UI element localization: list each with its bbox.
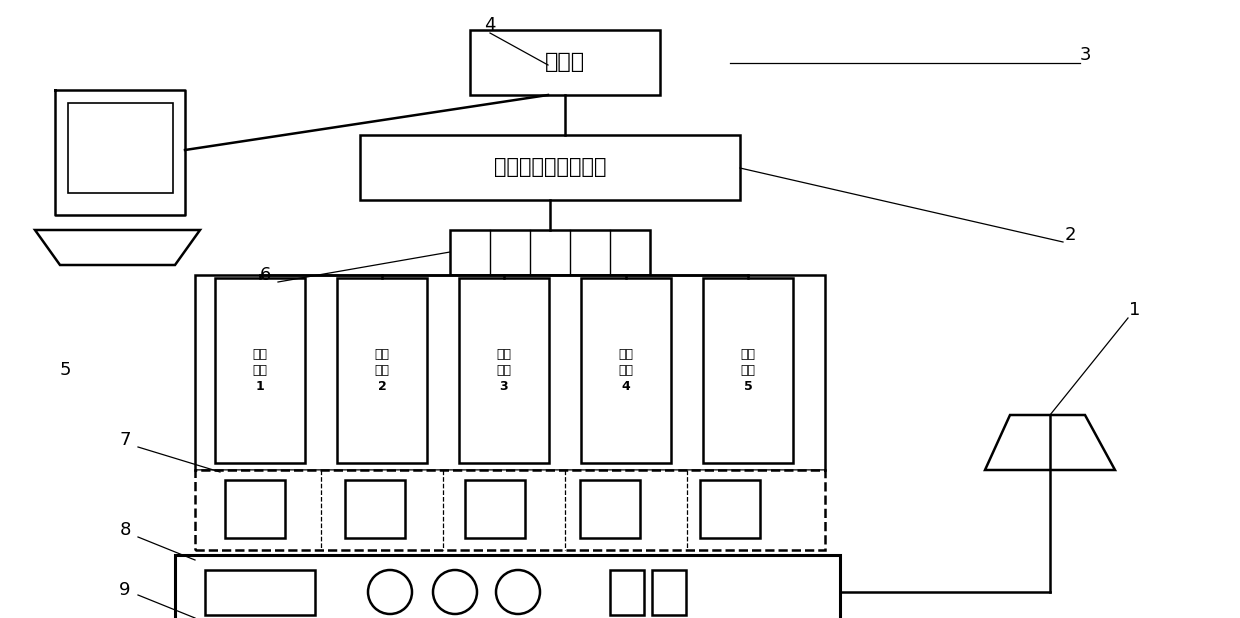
Text: 5: 5 (60, 361, 71, 379)
Text: 2: 2 (1064, 226, 1076, 244)
Bar (215, 278, 305, 463)
Text: 8: 8 (119, 521, 130, 539)
Text: 1: 1 (1130, 301, 1141, 319)
Bar (703, 278, 794, 463)
Text: 超声
探头
4: 超声 探头 4 (619, 347, 634, 392)
Text: 7: 7 (119, 431, 130, 449)
Bar (610, 570, 644, 615)
Text: 超声脉冲发生接收器: 超声脉冲发生接收器 (494, 157, 606, 177)
Bar (205, 570, 315, 615)
Text: 超声
探头
2: 超声 探头 2 (374, 347, 389, 392)
Text: 单片机: 单片机 (544, 52, 585, 72)
Bar (345, 480, 405, 538)
Bar (465, 480, 525, 538)
Bar (360, 135, 740, 200)
Bar (337, 278, 427, 463)
Text: 4: 4 (485, 16, 496, 34)
Bar (68, 103, 174, 193)
Bar (450, 230, 650, 275)
Bar (582, 278, 671, 463)
Bar (195, 470, 825, 550)
Text: 超声
探头
3: 超声 探头 3 (496, 347, 511, 392)
Text: 9: 9 (119, 581, 130, 599)
Text: 超声
探头
5: 超声 探头 5 (740, 347, 755, 392)
Bar (175, 555, 839, 618)
Bar (580, 480, 640, 538)
Bar (224, 480, 285, 538)
Bar (470, 30, 660, 95)
Bar (459, 278, 549, 463)
Bar (652, 570, 686, 615)
Text: 3: 3 (1079, 46, 1091, 64)
Bar (701, 480, 760, 538)
Bar (195, 275, 825, 470)
Text: 6: 6 (259, 266, 270, 284)
Text: 超声
探头
1: 超声 探头 1 (253, 347, 268, 392)
